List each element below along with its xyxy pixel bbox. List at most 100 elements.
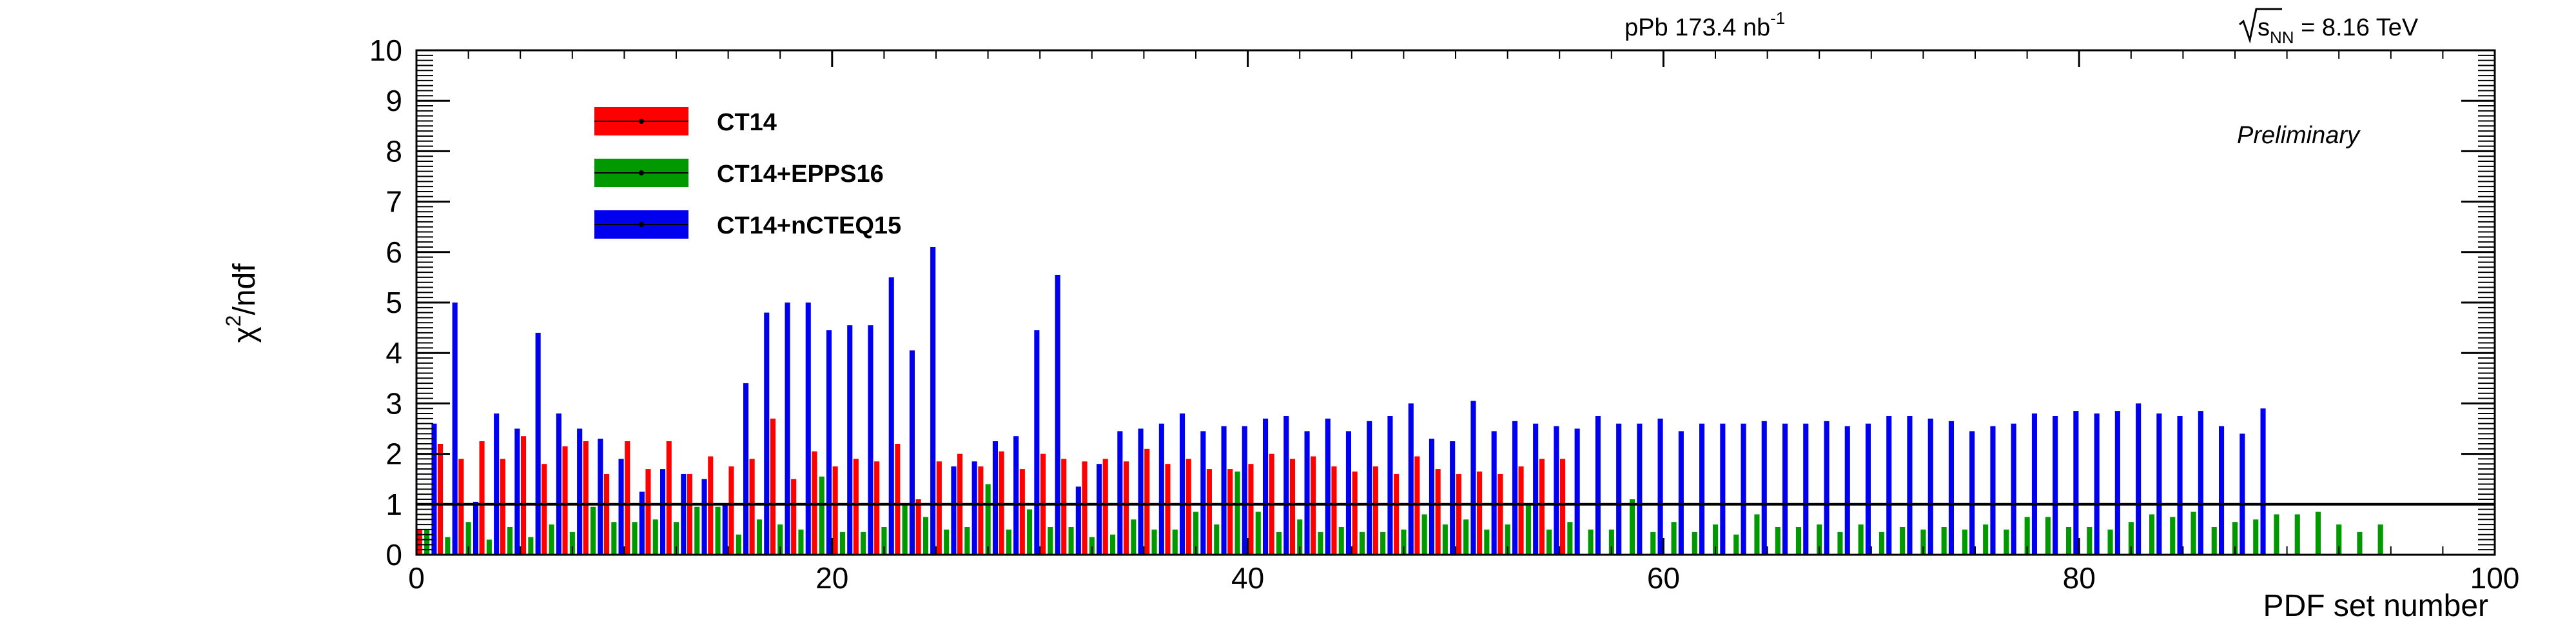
legend: CT14 CT14+EPPS16 CT14+nCTEQ15 xyxy=(594,107,901,239)
bar-s0-54 xyxy=(1539,459,1545,555)
lumi-main: pPb 173.4 nb xyxy=(1625,14,1770,41)
bar-s0-36 xyxy=(1165,464,1171,555)
bar-s2-9 xyxy=(618,459,624,555)
y-tick-label-1: 1 xyxy=(385,488,402,521)
bar-s1-63 xyxy=(1733,534,1739,555)
y-axis-label-rest: /ndf xyxy=(228,263,262,315)
bar-s2-29 xyxy=(1034,330,1040,555)
bar-s2-62 xyxy=(1720,423,1726,555)
bar-s1-12 xyxy=(674,522,679,555)
bar-s2-25 xyxy=(951,466,957,555)
legend-entry-0: CT14 xyxy=(594,107,777,136)
bar-s1-88 xyxy=(2253,519,2259,555)
bar-s1-15 xyxy=(736,534,741,555)
bar-s1-5 xyxy=(528,537,534,555)
bar-s0-7 xyxy=(562,446,568,555)
bar-s2-0 xyxy=(431,423,437,555)
bar-s1-60 xyxy=(1671,522,1677,555)
bar-s1-67 xyxy=(1817,524,1822,555)
bar-s1-35 xyxy=(1151,529,1157,555)
bar-s0-42 xyxy=(1289,459,1295,555)
x-tick-label-80: 80 xyxy=(2063,561,2096,595)
bar-s2-13 xyxy=(701,479,707,555)
x-tick-label-60: 60 xyxy=(1647,561,1680,595)
bar-s1-31 xyxy=(1068,527,1074,555)
bar-s0-40 xyxy=(1248,464,1254,555)
energy-main: s xyxy=(2258,14,2270,41)
bar-s1-84 xyxy=(2170,517,2176,555)
x-axis-label: PDF set number xyxy=(2263,589,2488,623)
bar-s1-48 xyxy=(1421,514,1427,555)
bar-s2-4 xyxy=(514,428,520,555)
bar-s1-73 xyxy=(1941,527,1947,555)
bar-s1-50 xyxy=(1463,519,1469,555)
sqrt-sign xyxy=(2239,8,2282,44)
bar-s1-56 xyxy=(1588,529,1594,555)
bar-s1-1 xyxy=(445,537,451,555)
bar-s1-3 xyxy=(486,539,492,555)
bar-s0-9 xyxy=(604,473,610,555)
bar-s0-13 xyxy=(687,473,692,555)
y-tick-label-2: 2 xyxy=(385,437,402,471)
bar-s1-83 xyxy=(2149,514,2155,555)
bar-s1-17 xyxy=(777,524,783,555)
bar-s1-2 xyxy=(465,522,471,555)
bar-s1-91 xyxy=(2315,512,2321,555)
bar-s1-76 xyxy=(2004,529,2009,555)
bar-s1-44 xyxy=(1338,527,1344,555)
bar-s2-51 xyxy=(1491,431,1497,555)
bar-s1-46 xyxy=(1380,532,1386,555)
bar-s0-32 xyxy=(1082,461,1088,555)
bar-s0-1 xyxy=(438,444,444,555)
bar-s1-34 xyxy=(1131,519,1137,555)
bar-s0-38 xyxy=(1206,469,1212,555)
bar-s1-21 xyxy=(861,532,866,555)
bar-s1-11 xyxy=(652,519,658,555)
bar-s2-72 xyxy=(1927,418,1933,555)
bar-s2-71 xyxy=(1907,416,1913,555)
bar-s2-54 xyxy=(1554,426,1559,555)
bar-s2-59 xyxy=(1657,418,1663,555)
legend-entry-2: CT14+nCTEQ15 xyxy=(594,210,901,239)
bar-s0-52 xyxy=(1498,473,1503,555)
bar-s0-6 xyxy=(542,464,547,555)
bar-s1-65 xyxy=(1775,527,1781,555)
y-tick-label-6: 6 xyxy=(385,235,402,269)
bar-s2-21 xyxy=(868,325,873,555)
bar-s0-17 xyxy=(770,418,776,555)
y-tick-label-3: 3 xyxy=(385,386,402,420)
bar-s2-61 xyxy=(1699,423,1705,555)
bar-s0-33 xyxy=(1102,459,1108,555)
bar-s0-37 xyxy=(1186,459,1191,555)
bar-s2-3 xyxy=(494,413,500,555)
bar-s0-0 xyxy=(416,529,422,555)
bar-s1-66 xyxy=(1795,527,1801,555)
bar-s1-49 xyxy=(1442,524,1448,555)
bar-s2-75 xyxy=(1990,426,1996,555)
bar-s2-16 xyxy=(764,312,770,555)
bar-s2-80 xyxy=(2094,413,2100,555)
bar-s2-17 xyxy=(785,303,790,555)
bar-s0-49 xyxy=(1435,469,1441,555)
bar-s2-82 xyxy=(2136,403,2142,555)
bar-s1-42 xyxy=(1297,519,1303,555)
x-tick-label-0: 0 xyxy=(408,561,425,595)
bar-s1-10 xyxy=(632,522,638,555)
bar-s1-86 xyxy=(2211,527,2217,555)
bar-s1-75 xyxy=(1983,524,1989,555)
bar-s2-63 xyxy=(1741,423,1746,555)
bar-s1-94 xyxy=(2377,524,2383,555)
bar-s1-80 xyxy=(2087,527,2093,555)
bar-s1-78 xyxy=(2045,517,2051,555)
bar-s1-53 xyxy=(1525,504,1531,555)
energy-text: sNN = 8.16 TeV xyxy=(2258,14,2419,47)
bar-s2-47 xyxy=(1408,403,1414,555)
bar-s0-51 xyxy=(1477,472,1483,555)
bar-s1-70 xyxy=(1878,532,1884,555)
legend-marker-1 xyxy=(639,170,644,175)
bar-s0-23 xyxy=(895,444,901,555)
bar-s1-36 xyxy=(1172,529,1178,555)
bar-s0-11 xyxy=(645,469,651,555)
bar-s2-14 xyxy=(722,504,728,555)
